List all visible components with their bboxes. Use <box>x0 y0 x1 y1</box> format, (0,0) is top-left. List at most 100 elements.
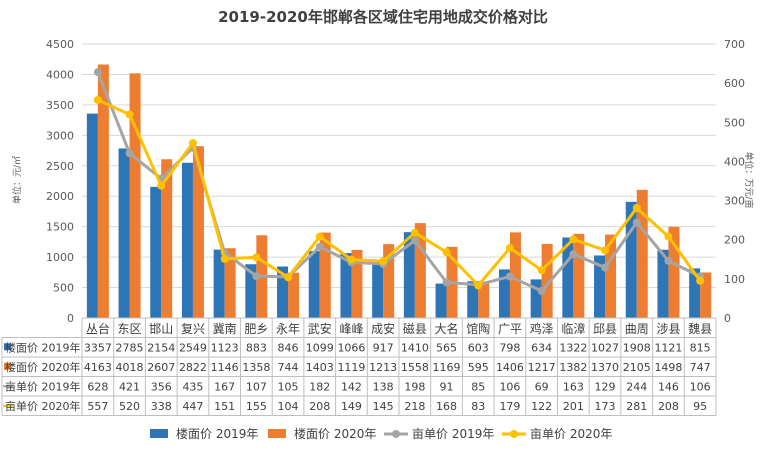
bar-2020 <box>700 272 712 318</box>
category-label: 成安 <box>371 321 395 336</box>
table-cell: 91 <box>440 380 454 393</box>
line-point <box>252 272 261 281</box>
bar-2019 <box>118 148 130 318</box>
table-cell: 2785 <box>116 341 144 354</box>
line-point <box>442 278 451 287</box>
table-cell: 244 <box>626 380 647 393</box>
bar-2020 <box>509 232 521 318</box>
table-cell: 155 <box>246 400 267 413</box>
table-cell: 208 <box>309 400 330 413</box>
left-tick-label: 2000 <box>46 190 74 203</box>
table-cell: 1370 <box>591 361 619 374</box>
table-cell: 447 <box>182 400 203 413</box>
line-point <box>696 276 705 285</box>
bar-2020 <box>383 244 395 318</box>
left-tick-label: 500 <box>53 282 74 295</box>
table-cell: 69 <box>535 380 549 393</box>
table-cell: 421 <box>119 380 140 393</box>
line-point <box>410 228 419 237</box>
table-cell: 628 <box>87 380 108 393</box>
table-cell: 1123 <box>211 341 239 354</box>
line-series <box>93 68 705 295</box>
line-point <box>93 95 102 104</box>
data-table: 丛台 东区 邯山 复兴 冀南 肥乡 永年 武安 峰峰 成安 磁县 大名 馆陶 广平 鸡泽 临漳 邱县 曲周 涉县 魏县… <box>1 317 717 416</box>
gridlines <box>82 43 716 319</box>
table-cell: 167 <box>214 380 235 393</box>
table-cell: 1027 <box>591 341 619 354</box>
right-tick-label: 600 <box>724 77 745 90</box>
table-cell: 565 <box>436 341 457 354</box>
line-point <box>347 255 356 264</box>
line-point <box>157 181 166 190</box>
table-cell: 1146 <box>211 361 239 374</box>
bar-2019 <box>498 269 510 318</box>
category-label: 东区 <box>118 322 142 336</box>
legend-label: 亩单价 2019年 <box>412 426 494 441</box>
line-point <box>315 242 324 251</box>
bar-2020 <box>605 234 617 318</box>
bar-2020 <box>636 189 648 318</box>
bar-2019 <box>657 249 669 318</box>
line-point <box>505 243 514 252</box>
line-2020 <box>97 98 702 288</box>
right-tick-label: 0 <box>724 312 731 325</box>
category-label: 峰峰 <box>339 322 363 336</box>
bar-2019 <box>245 264 257 318</box>
category-label: 鸡泽 <box>530 321 554 336</box>
legend-label: 楼面价 2019年 <box>176 426 258 441</box>
table-cell: 1066 <box>337 341 365 354</box>
left-tick-label: 3000 <box>46 129 74 142</box>
table-cell: 2154 <box>147 341 175 354</box>
left-axis-label: 单位：元/㎡ <box>11 156 23 204</box>
left-tick-label: 4000 <box>46 68 74 81</box>
table-cell: 2822 <box>179 361 207 374</box>
table-cell: 149 <box>341 400 362 413</box>
line-point <box>505 272 514 281</box>
right-tick-label: 500 <box>724 116 745 129</box>
bar-series <box>86 64 712 318</box>
bar-2019 <box>625 201 637 318</box>
line-point <box>537 266 546 275</box>
legend-label: 楼面价 2020年 <box>294 426 376 441</box>
line-point <box>632 218 641 227</box>
category-label: 永年 <box>276 322 300 336</box>
category-label: 广平 <box>498 322 522 336</box>
table-cell: 179 <box>499 400 520 413</box>
category-label: 曲周 <box>625 322 649 336</box>
table-cell: 1403 <box>306 361 334 374</box>
bar-2019 <box>403 232 415 318</box>
bar-2019 <box>435 283 447 318</box>
left-tick-label: 4500 <box>46 38 74 51</box>
table-cell: 105 <box>278 380 299 393</box>
legend-marker <box>392 430 400 438</box>
table-row-label: 亩单价 2019年 <box>5 379 81 393</box>
bar-2020 <box>351 249 363 318</box>
table-cell: 151 <box>214 400 235 413</box>
table-cell: 2607 <box>147 361 175 374</box>
table-cell: 201 <box>563 400 584 413</box>
legend-swatch <box>4 362 11 370</box>
table-cell: 520 <box>119 400 140 413</box>
table-row-label: 亩单价 2020年 <box>5 399 81 413</box>
table-cell: 744 <box>278 361 299 374</box>
line-point <box>125 110 134 119</box>
category-label: 涉县 <box>656 322 680 336</box>
line-point <box>601 263 610 272</box>
bar-2019 <box>86 113 98 318</box>
bar-2020 <box>129 73 141 318</box>
line-point <box>442 248 451 257</box>
bar-2020 <box>668 226 680 318</box>
table-cell: 917 <box>373 341 394 354</box>
table-cell: 1498 <box>654 361 682 374</box>
table-cell: 2549 <box>179 341 207 354</box>
table-row-label: 楼面价 2019年 <box>5 340 81 354</box>
line-point <box>410 236 419 245</box>
bar-2020 <box>161 159 173 318</box>
bar-2020 <box>541 243 553 318</box>
left-axis-ticks: 0 500 1000 1500 2000 2500 3000 3500 4000 4500 <box>46 38 74 325</box>
table-cell: 104 <box>278 400 299 413</box>
table-cell: 208 <box>658 400 679 413</box>
right-tick-label: 200 <box>724 234 745 247</box>
right-tick-label: 100 <box>724 273 745 286</box>
bar-2019 <box>689 268 701 318</box>
